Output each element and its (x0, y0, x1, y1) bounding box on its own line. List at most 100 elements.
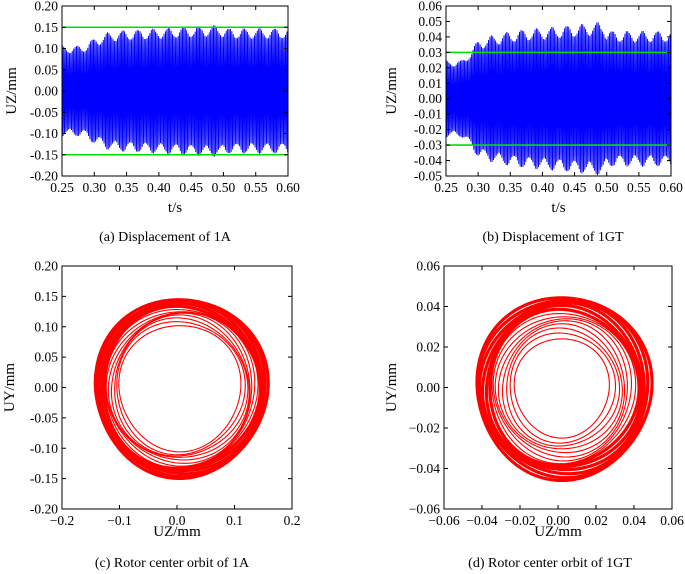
y-axis-label-d: UY/mm (384, 363, 400, 413)
orbit-ring-c-8 (102, 304, 262, 470)
y-tick-label-a-4: 0.00 (34, 84, 58, 99)
orbit-ring-d-1 (509, 332, 617, 444)
y-axis-label-b: UZ/mm (384, 67, 400, 115)
y-tick-label-b-7: 0.02 (418, 60, 442, 75)
y-tick-label-c-7: 0.15 (34, 289, 58, 304)
y-axis-label-a: UZ/mm (4, 67, 20, 115)
x-tick-label-d-2: −0.02 (504, 513, 535, 528)
x-tick-label-c-3: 0.1 (226, 513, 243, 528)
panel-b-caption: (b) Displacement of 1GT (482, 230, 624, 245)
y-tick-label-d-3: 0.00 (416, 380, 440, 395)
y-tick-label-b-0: -0.05 (414, 169, 442, 184)
y-tick-label-b-5: 0.00 (418, 91, 442, 106)
y-tick-label-a-6: 0.10 (34, 41, 58, 56)
x-tick-label-a-7: 0.60 (276, 180, 300, 195)
panel-d: −0.06 −0.04 −0.02 0.00 0.02 0.04 0.06 −0.06 −0.0… (384, 259, 684, 572)
y-tick-label-a-8: 0.20 (34, 0, 58, 14)
y-tick-label-a-5: 0.05 (34, 62, 58, 77)
x-tick-label-b-3: 0.40 (531, 180, 555, 195)
y-tick-label-a-1: -0.15 (30, 147, 58, 162)
y-tick-label-a-3: -0.05 (30, 105, 58, 120)
y-tick-label-c-4: 0.00 (34, 380, 58, 395)
plot-area-b (446, 22, 671, 176)
orbit-ring-d-0 (513, 338, 610, 439)
y-tick-label-c-0: -0.20 (30, 502, 58, 517)
x-axis-label-a: t/s (168, 200, 182, 216)
x-tick-label-a-0: 0.25 (50, 180, 74, 195)
x-tick-label-a-4: 0.45 (179, 180, 203, 195)
orbit-ring-c-3 (110, 314, 250, 458)
x-tick-label-d-5: 0.04 (622, 513, 646, 528)
x-tick-label-b-1: 0.30 (466, 180, 490, 195)
x-tick-label-b-4: 0.45 (563, 180, 587, 195)
panel-b: 0.25 0.30 0.35 0.40 0.45 0.50 0.55 0.60-0.05-0.… (384, 0, 683, 245)
plot-area-d (475, 296, 654, 483)
x-tick-label-a-5: 0.50 (212, 180, 236, 195)
y-tick-label-a-2: -0.10 (30, 126, 58, 141)
x-tick-label-d-1: −0.04 (466, 513, 497, 528)
x-tick-label-a-2: 0.35 (115, 180, 139, 195)
x-tick-label-a-6: 0.55 (244, 180, 268, 195)
y-tick-label-b-8: 0.03 (418, 45, 442, 60)
y-tick-label-d-0: −0.06 (409, 502, 440, 517)
x-tick-label-d-6: 0.06 (660, 513, 684, 528)
x-tick-label-b-0: 0.25 (434, 180, 458, 195)
x-tick-label-c-0: −0.2 (50, 513, 75, 528)
panel-c: −0.2 −0.1 0.0 0.1 0.2 -0.20 -0.15 -0.10 -0.05 0.0… (2, 259, 300, 572)
y-tick-label-c-6: 0.10 (34, 319, 58, 334)
orbit-ring-d-5 (494, 318, 628, 458)
panel-c-plot: −0.2 −0.1 0.0 0.1 0.2 -0.20 -0.15 -0.10 -0.05 0.0… (2, 259, 300, 541)
y-tick-label-d-5: 0.04 (416, 299, 440, 314)
y-tick-label-b-4: -0.01 (414, 107, 442, 122)
x-tick-label-b-6: 0.55 (627, 180, 651, 195)
orbit-ring-c-9 (99, 301, 263, 471)
x-tick-label-c-4: 0.2 (284, 513, 301, 528)
x-tick-label-b-5: 0.50 (595, 180, 619, 195)
x-tick-label-d-3: 0.00 (546, 513, 570, 528)
orbit-ring-d-11 (477, 299, 646, 476)
panel-b-plot: 0.25 0.30 0.35 0.40 0.45 0.50 0.55 0.60-0.05-0.… (384, 0, 683, 216)
orbit-ring-c-0 (118, 325, 242, 453)
x-tick-label-d-4: 0.02 (584, 513, 608, 528)
orbit-ring-d-10 (480, 301, 645, 472)
orbit-ring-c-13 (93, 298, 270, 481)
orbit-ring-d-2 (506, 327, 621, 447)
y-tick-label-d-1: −0.04 (409, 461, 440, 476)
series-b-0 (446, 22, 671, 176)
plot-area-c (93, 298, 270, 481)
y-tick-label-c-1: -0.15 (30, 471, 58, 486)
y-tick-label-c-8: 0.20 (34, 259, 58, 274)
x-tick-label-a-3: 0.40 (147, 180, 171, 195)
y-tick-label-a-7: 0.15 (34, 20, 58, 35)
x-tick-label-c-1: −0.1 (107, 513, 132, 528)
x-tick-label-c-2: 0.0 (169, 513, 186, 528)
panel-c-caption: (c) Rotor center orbit of 1A (95, 556, 250, 571)
orbit-ring-c-2 (114, 317, 249, 457)
orbit-ring-d-3 (501, 323, 623, 450)
y-tick-label-a-0: -0.20 (30, 169, 58, 184)
orbit-ring-d-9 (484, 303, 643, 469)
y-tick-label-b-1: -0.04 (414, 153, 442, 168)
x-axis-label-c: UZ/mm (153, 524, 201, 540)
series-a-0 (62, 25, 288, 157)
orbit-ring-d-13 (475, 296, 654, 483)
y-tick-label-b-3: -0.02 (414, 122, 442, 137)
y-tick-label-b-6: 0.01 (418, 76, 442, 91)
panel-d-plot: −0.06 −0.04 −0.02 0.00 0.02 0.04 0.06 −0.06 −0.0… (384, 259, 684, 541)
orbit-ring-c-10 (96, 300, 264, 473)
orbit-ring-c-1 (116, 321, 246, 456)
x-tick-label-b-7: 0.60 (659, 180, 683, 195)
x-axis-label-d: UZ/mm (534, 524, 582, 540)
panel-a-caption: (a) Displacement of 1A (99, 230, 232, 245)
y-tick-label-b-9: 0.04 (418, 29, 442, 44)
y-tick-label-d-4: 0.02 (416, 340, 440, 355)
orbit-ring-c-5 (105, 311, 253, 464)
y-tick-label-d-2: −0.02 (409, 421, 440, 436)
y-tick-label-c-2: -0.10 (30, 441, 58, 456)
x-tick-label-d-0: −0.06 (428, 513, 459, 528)
y-tick-label-c-3: -0.05 (30, 410, 58, 425)
orbit-ring-c-4 (107, 312, 251, 461)
panel-d-caption: (d) Rotor center orbit of 1GT (468, 556, 632, 571)
orbit-ring-d-6 (492, 316, 633, 462)
